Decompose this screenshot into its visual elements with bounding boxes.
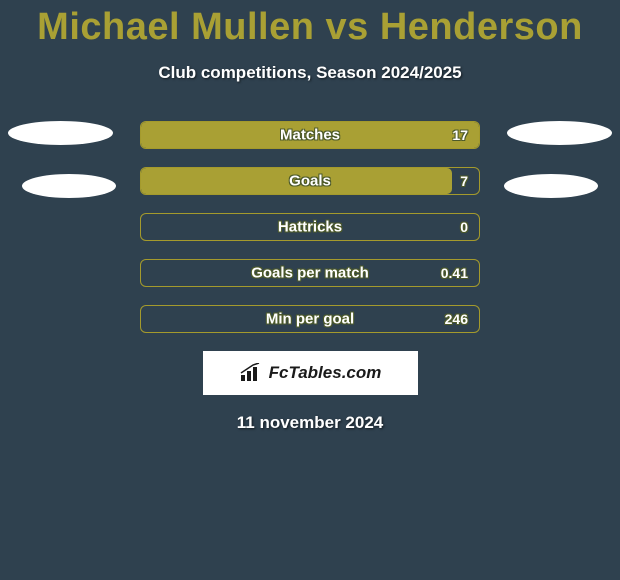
bar-value: 246 [445, 311, 468, 327]
bar-value: 0 [460, 219, 468, 235]
bar-value: 7 [460, 173, 468, 189]
bar-value: 0.41 [441, 265, 468, 281]
bar-label: Matches [280, 127, 340, 144]
page-title: Michael Mullen vs Henderson [0, 0, 620, 49]
bars-container: Matches 17 Goals 7 Hattricks 0 [140, 121, 480, 333]
bar-row: Goals per match 0.41 [140, 259, 480, 287]
bar-row: Matches 17 [140, 121, 480, 149]
bar-label: Min per goal [266, 311, 354, 328]
bar-label: Goals [289, 173, 331, 190]
bar-chart-icon [239, 363, 263, 383]
bar-row: Min per goal 246 [140, 305, 480, 333]
subtitle: Club competitions, Season 2024/2025 [0, 63, 620, 83]
bar-row: Hattricks 0 [140, 213, 480, 241]
comparison-infographic: Michael Mullen vs Henderson Club competi… [0, 0, 620, 580]
bar-row: Goals 7 [140, 167, 480, 195]
date-text: 11 november 2024 [0, 413, 620, 433]
bar-value: 17 [452, 127, 468, 143]
left-marker-2 [22, 174, 116, 198]
content-area: Matches 17 Goals 7 Hattricks 0 [0, 121, 620, 433]
right-marker-2 [504, 174, 598, 198]
bar-label: Goals per match [251, 265, 369, 282]
right-marker-1 [507, 121, 612, 145]
logo-box: FcTables.com [203, 351, 418, 395]
logo-text: FcTables.com [269, 363, 382, 383]
left-marker-1 [8, 121, 113, 145]
bar-label: Hattricks [278, 219, 342, 236]
